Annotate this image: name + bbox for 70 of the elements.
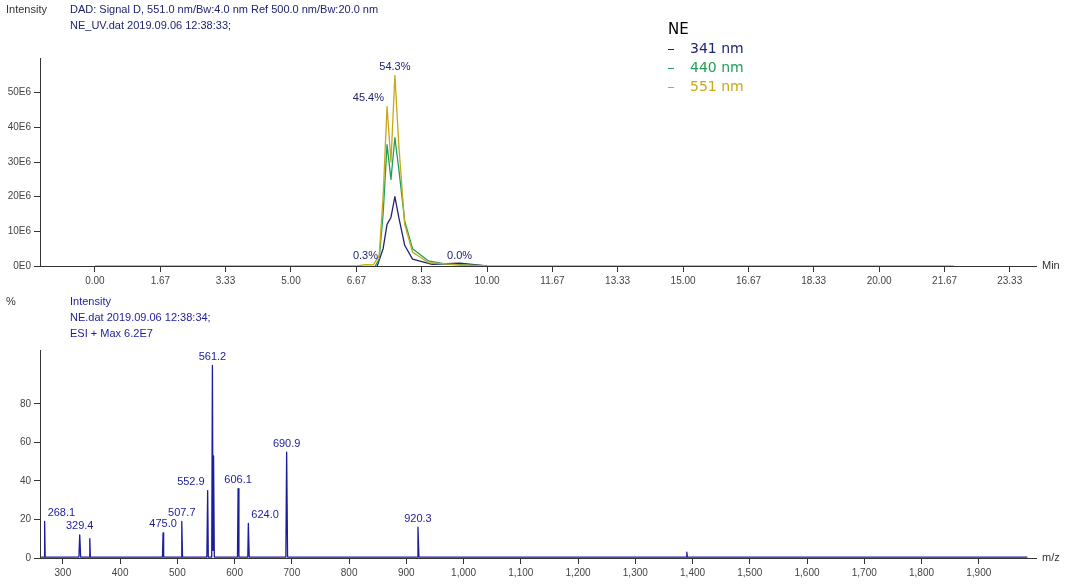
y-tick-label: 60 <box>19 436 32 448</box>
x-tick-label: 6.67 <box>346 274 367 286</box>
annotation: 920.3 <box>404 511 432 524</box>
y-tick-label: 50E6 <box>7 86 32 98</box>
text: ESI + Max 6.2E7 <box>70 327 153 340</box>
text: NE_UV.dat 2019.09.06 12:38:33; <box>70 19 232 32</box>
x-tick-label: 1,200 <box>565 566 592 578</box>
y-axis-title: % <box>6 295 16 308</box>
text: NE.dat 2019.09.06 12:38:34; <box>70 311 211 324</box>
y-tick-label: 80 <box>19 397 32 409</box>
annotation: 0.0% <box>447 249 473 262</box>
x-tick-label: 1,300 <box>622 566 649 578</box>
x-tick-label: 10.00 <box>474 274 500 286</box>
x-tick-label: 1,100 <box>508 566 534 578</box>
x-tick-label: 11.67 <box>540 274 566 286</box>
x-tick-label: 600 <box>226 566 244 578</box>
x-tick-label: 16.67 <box>736 274 762 286</box>
y-tick-label: 10E6 <box>7 225 32 237</box>
x-axis-title: m/z <box>1042 551 1060 564</box>
x-tick-label: 5.00 <box>281 274 302 286</box>
x-tick-label: 300 <box>54 566 72 578</box>
y-tick-label: 20 <box>19 513 32 525</box>
y-axis-title: Intensity <box>6 3 48 16</box>
x-tick-label: 23.33 <box>997 274 1023 286</box>
legend-label: 440 nm <box>690 59 744 75</box>
annotation: 507.7 <box>168 505 196 518</box>
x-tick-label: 18.33 <box>801 274 827 286</box>
y-tick-label: 0E0 <box>13 259 32 271</box>
legend-title: NE <box>668 20 690 39</box>
annotation: 475.0 <box>149 517 177 530</box>
x-tick-label: 1,500 <box>737 566 763 578</box>
x-tick-label: 800 <box>340 566 358 578</box>
annotation: 329.4 <box>65 519 94 532</box>
x-tick-label: 0.00 <box>85 274 106 286</box>
annotation: 606.1 <box>224 473 252 486</box>
x-tick-label: 700 <box>283 566 301 578</box>
x-tick-label: 1.67 <box>150 274 171 286</box>
annotation: 0.3% <box>352 249 379 262</box>
x-tick-label: 1,000 <box>451 566 477 578</box>
x-tick-label: 900 <box>398 566 416 578</box>
x-tick-label: 13.33 <box>605 274 631 286</box>
x-tick-label: 3.33 <box>215 274 236 286</box>
x-tick-label: 400 <box>111 566 129 578</box>
x-tick-label: 20.00 <box>866 274 893 286</box>
x-tick-label: 21.67 <box>932 274 958 286</box>
y-tick-label: 0 <box>25 551 32 563</box>
text: Intensity <box>70 295 112 308</box>
annotation: 624.0 <box>251 507 279 520</box>
legend-label: 341 nm <box>690 40 744 56</box>
x-axis-title: Min <box>1042 259 1060 272</box>
annotation: 45.4% <box>352 91 385 104</box>
annotation: 552.9 <box>177 475 205 488</box>
text: DAD: Signal D, 551.0 nm/Bw:4.0 nm Ref 500.0 nm/Bw:20.0 nm <box>70 3 379 16</box>
y-tick-label: 20E6 <box>7 190 32 202</box>
y-tick-label: 40E6 <box>7 121 32 133</box>
annotation: 54.3% <box>379 59 411 72</box>
y-tick-label: 40 <box>19 474 32 486</box>
x-tick-label: 1,400 <box>680 566 706 578</box>
y-tick-label: 30E6 <box>7 155 32 167</box>
x-tick-label: 500 <box>169 566 187 578</box>
x-tick-label: 1,700 <box>851 566 878 578</box>
legend-label: 551 nm <box>690 78 744 94</box>
annotation: 690.9 <box>272 436 301 449</box>
annotation: 561.2 <box>198 349 227 362</box>
annotation: 268.1 <box>47 505 76 518</box>
x-tick-label: 1,600 <box>794 566 820 578</box>
x-tick-label: 8.33 <box>411 274 432 286</box>
x-tick-label: 15.00 <box>670 274 697 286</box>
x-tick-label: 1,800 <box>909 566 935 578</box>
x-tick-label: 1,900 <box>966 566 992 578</box>
